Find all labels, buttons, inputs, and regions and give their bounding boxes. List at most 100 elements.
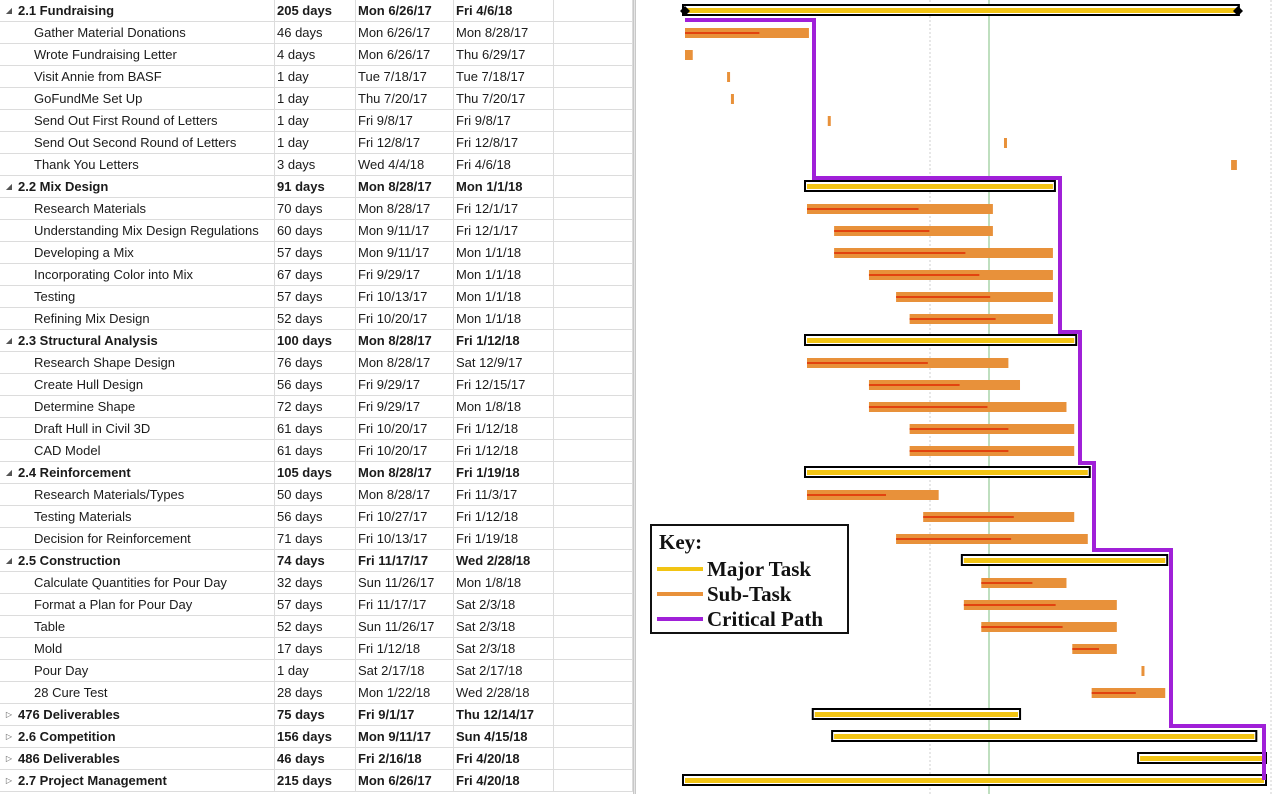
empty-cell[interactable] — [554, 506, 633, 528]
finish-date-cell[interactable]: Sat 2/17/18 — [454, 660, 554, 682]
duration-cell[interactable]: 17 days — [275, 638, 356, 660]
task-row[interactable]: GoFundMe Set Up 1 day Thu 7/20/17 Thu 7/20/… — [0, 88, 633, 110]
empty-cell[interactable] — [554, 484, 633, 506]
duration-cell[interactable]: 4 days — [275, 44, 356, 66]
duration-cell[interactable]: 57 days — [275, 242, 356, 264]
start-date-cell[interactable]: Mon 8/28/17 — [356, 484, 454, 506]
collapse-triangle-icon[interactable]: ◢ — [5, 6, 13, 15]
empty-cell[interactable] — [554, 660, 633, 682]
start-date-cell[interactable]: Fri 9/29/17 — [356, 264, 454, 286]
summary-task-row[interactable]: ◢ 2.2 Mix Design 91 days Mon 8/28/17 Mon 1/1… — [0, 176, 633, 198]
task-row[interactable]: Calculate Quantities for Pour Day 32 days… — [0, 572, 633, 594]
empty-cell[interactable] — [554, 550, 633, 572]
finish-date-cell[interactable]: Sat 2/3/18 — [454, 638, 554, 660]
task-name-cell[interactable]: Table — [0, 616, 275, 638]
duration-cell[interactable]: 1 day — [275, 66, 356, 88]
finish-date-cell[interactable]: Fri 1/12/18 — [454, 418, 554, 440]
task-name-cell[interactable]: Wrote Fundraising Letter — [0, 44, 275, 66]
task-row[interactable]: Create Hull Design 56 days Fri 9/29/17 Fri … — [0, 374, 633, 396]
start-date-cell[interactable]: Fri 12/8/17 — [356, 132, 454, 154]
empty-cell[interactable] — [554, 88, 633, 110]
duration-cell[interactable]: 50 days — [275, 484, 356, 506]
finish-date-cell[interactable]: Fri 11/3/17 — [454, 484, 554, 506]
start-date-cell[interactable]: Sat 2/17/18 — [356, 660, 454, 682]
task-name-cell[interactable]: Mold — [0, 638, 275, 660]
task-name-cell[interactable]: CAD Model — [0, 440, 275, 462]
start-date-cell[interactable]: Fri 9/8/17 — [356, 110, 454, 132]
empty-cell[interactable] — [554, 44, 633, 66]
empty-cell[interactable] — [554, 682, 633, 704]
task-row[interactable]: Mold 17 days Fri 1/12/18 Sat 2/3/18 — [0, 638, 633, 660]
summary-task-row[interactable]: ▷ 476 Deliverables 75 days Fri 9/1/17 Thu 12… — [0, 704, 633, 726]
empty-cell[interactable] — [554, 374, 633, 396]
finish-date-cell[interactable]: Tue 7/18/17 — [454, 66, 554, 88]
task-row[interactable]: Table 52 days Sun 11/26/17 Sat 2/3/18 — [0, 616, 633, 638]
finish-date-cell[interactable]: Sat 2/3/18 — [454, 594, 554, 616]
duration-cell[interactable]: 215 days — [275, 770, 356, 792]
duration-cell[interactable]: 3 days — [275, 154, 356, 176]
start-date-cell[interactable]: Fri 9/29/17 — [356, 396, 454, 418]
finish-date-cell[interactable]: Wed 2/28/18 — [454, 682, 554, 704]
summary-task-row[interactable]: ◢ 2.1 Fundraising 205 days Mon 6/26/17 Fri 4… — [0, 0, 633, 22]
duration-cell[interactable]: 46 days — [275, 748, 356, 770]
finish-date-cell[interactable]: Fri 12/1/17 — [454, 220, 554, 242]
empty-cell[interactable] — [554, 286, 633, 308]
start-date-cell[interactable]: Mon 8/28/17 — [356, 462, 454, 484]
finish-date-cell[interactable]: Mon 1/1/18 — [454, 242, 554, 264]
task-name-cell[interactable]: Send Out Second Round of Letters — [0, 132, 275, 154]
task-row[interactable]: Format a Plan for Pour Day 57 days Fri 11/… — [0, 594, 633, 616]
duration-cell[interactable]: 1 day — [275, 88, 356, 110]
task-row[interactable]: Pour Day 1 day Sat 2/17/18 Sat 2/17/18 — [0, 660, 633, 682]
start-date-cell[interactable]: Mon 8/28/17 — [356, 198, 454, 220]
start-date-cell[interactable]: Mon 6/26/17 — [356, 44, 454, 66]
finish-date-cell[interactable]: Mon 1/1/18 — [454, 264, 554, 286]
task-name-cell[interactable]: ▷ 486 Deliverables — [0, 748, 275, 770]
duration-cell[interactable]: 61 days — [275, 440, 356, 462]
empty-cell[interactable] — [554, 594, 633, 616]
finish-date-cell[interactable]: Fri 1/12/18 — [454, 440, 554, 462]
start-date-cell[interactable]: Fri 10/13/17 — [356, 286, 454, 308]
empty-cell[interactable] — [554, 396, 633, 418]
start-date-cell[interactable]: Mon 6/26/17 — [356, 0, 454, 22]
task-name-cell[interactable]: GoFundMe Set Up — [0, 88, 275, 110]
start-date-cell[interactable]: Mon 8/28/17 — [356, 330, 454, 352]
start-date-cell[interactable]: Fri 10/20/17 — [356, 440, 454, 462]
start-date-cell[interactable]: Fri 10/20/17 — [356, 418, 454, 440]
empty-cell[interactable] — [554, 726, 633, 748]
duration-cell[interactable]: 105 days — [275, 462, 356, 484]
task-name-cell[interactable]: Research Shape Design — [0, 352, 275, 374]
finish-date-cell[interactable]: Thu 7/20/17 — [454, 88, 554, 110]
task-name-cell[interactable]: Format a Plan for Pour Day — [0, 594, 275, 616]
empty-cell[interactable] — [554, 220, 633, 242]
task-row[interactable]: Visit Annie from BASF 1 day Tue 7/18/17 Tue… — [0, 66, 633, 88]
task-name-cell[interactable]: Research Materials/Types — [0, 484, 275, 506]
finish-date-cell[interactable]: Fri 4/20/18 — [454, 748, 554, 770]
task-row[interactable]: 28 Cure Test 28 days Mon 1/22/18 Wed 2/28/1… — [0, 682, 633, 704]
task-name-cell[interactable]: ◢ 2.4 Reinforcement — [0, 462, 275, 484]
task-row[interactable]: Incorporating Color into Mix 67 days Fri 9… — [0, 264, 633, 286]
task-name-cell[interactable]: Decision for Reinforcement — [0, 528, 275, 550]
start-date-cell[interactable]: Fri 2/16/18 — [356, 748, 454, 770]
duration-cell[interactable]: 61 days — [275, 418, 356, 440]
empty-cell[interactable] — [554, 110, 633, 132]
finish-date-cell[interactable]: Fri 1/12/18 — [454, 330, 554, 352]
empty-cell[interactable] — [554, 638, 633, 660]
summary-task-row[interactable]: ▷ 2.7 Project Management 215 days Mon 6/26/… — [0, 770, 633, 792]
task-name-cell[interactable]: Pour Day — [0, 660, 275, 682]
start-date-cell[interactable]: Mon 1/22/18 — [356, 682, 454, 704]
empty-cell[interactable] — [554, 462, 633, 484]
start-date-cell[interactable]: Mon 6/26/17 — [356, 22, 454, 44]
empty-cell[interactable] — [554, 352, 633, 374]
finish-date-cell[interactable]: Wed 2/28/18 — [454, 550, 554, 572]
task-name-cell[interactable]: ◢ 2.2 Mix Design — [0, 176, 275, 198]
task-name-cell[interactable]: Send Out First Round of Letters — [0, 110, 275, 132]
duration-cell[interactable]: 46 days — [275, 22, 356, 44]
duration-cell[interactable]: 100 days — [275, 330, 356, 352]
start-date-cell[interactable]: Sun 11/26/17 — [356, 572, 454, 594]
empty-cell[interactable] — [554, 616, 633, 638]
duration-cell[interactable]: 52 days — [275, 616, 356, 638]
task-row[interactable]: Research Materials 70 days Mon 8/28/17 Fri … — [0, 198, 633, 220]
finish-date-cell[interactable]: Fri 1/19/18 — [454, 528, 554, 550]
collapse-triangle-icon[interactable]: ◢ — [5, 336, 13, 345]
collapse-triangle-icon[interactable]: ◢ — [5, 182, 13, 191]
